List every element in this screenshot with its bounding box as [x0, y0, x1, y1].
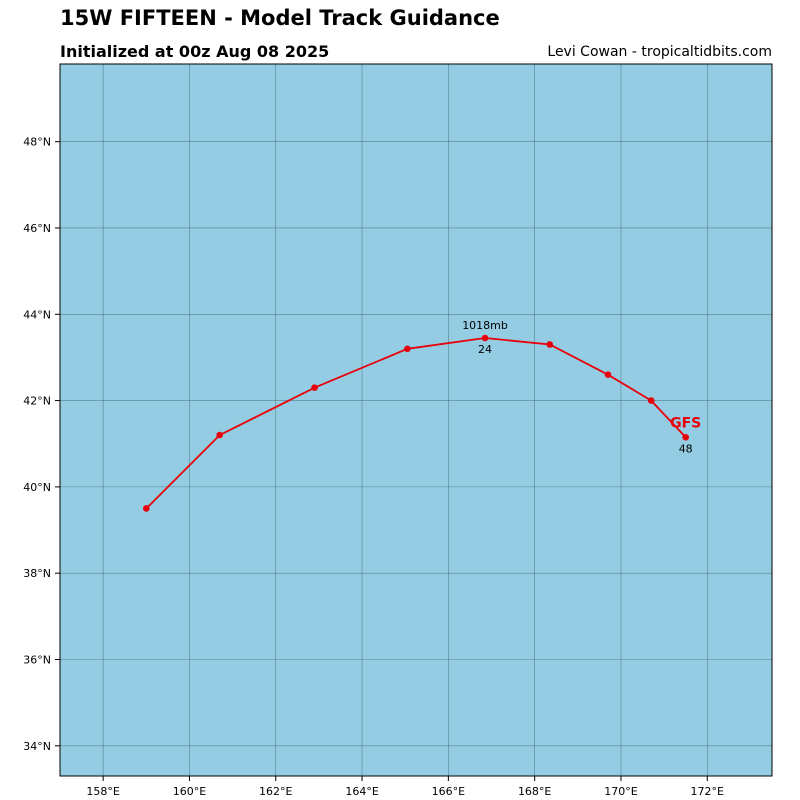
lat-tick-label: 44°N [23, 308, 51, 321]
track-point [404, 345, 411, 353]
chart-title: 15W FIFTEEN - Model Track Guidance [60, 6, 500, 30]
track-point [546, 341, 554, 348]
lat-tick-label: 42°N [23, 395, 51, 408]
lat-tick-label: 36°N [23, 653, 51, 666]
lon-tick-label: 166°E [432, 785, 465, 798]
lon-tick-label: 162°E [259, 785, 292, 798]
lon-tick-label: 158°E [86, 785, 119, 798]
track-point [311, 384, 318, 391]
track-point [682, 433, 689, 441]
track-point [604, 371, 612, 378]
model-label: GFS [670, 415, 701, 431]
lon-tick-label: 172°E [691, 785, 724, 798]
lat-tick-label: 38°N [23, 567, 51, 580]
graticule [60, 64, 772, 776]
lat-tick-label: 40°N [23, 481, 51, 494]
credit-label: Levi Cowan - tropicaltidbits.com [547, 44, 772, 60]
lon-tick-label: 164°E [345, 785, 378, 798]
track-point [216, 431, 223, 439]
map-frame [59, 63, 773, 777]
ocean-background [60, 64, 772, 776]
lon-tick-label: 170°E [604, 785, 637, 798]
forecast-hour-label: 24 [478, 343, 492, 356]
lat-tick-label: 46°N [23, 222, 51, 235]
track-point [481, 334, 489, 342]
pressure-label: 1018mb [462, 319, 508, 332]
track-point [143, 505, 150, 512]
lat-tick-label: 34°N [23, 740, 51, 753]
axis-ticks: 158°E 160°E 162°E 164°E 166°E 168°E 170°E 172°E… [23, 136, 724, 798]
init-time-subtitle: Initialized at 00z Aug 08 2025 [60, 42, 330, 61]
lon-tick-label: 168°E [518, 785, 551, 798]
lon-tick-label: 160°E [173, 785, 206, 798]
lat-tick-label: 48°N [23, 136, 51, 149]
forecast-hour-label: 48 [679, 442, 693, 455]
gfs-track: 1018mb 24 48 GFS [143, 319, 701, 512]
track-point [647, 397, 655, 404]
